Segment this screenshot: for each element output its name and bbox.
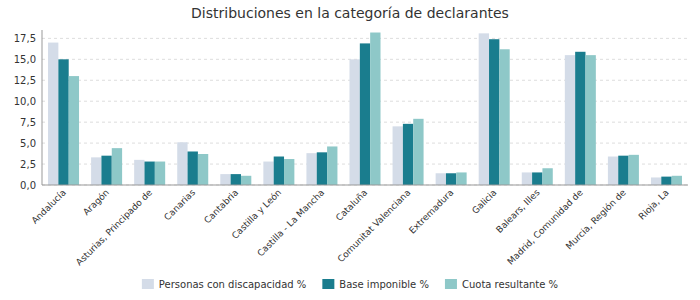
x-tick-label: Castilla - La Mancha	[255, 187, 326, 258]
x-tick-label: Andalucía	[30, 187, 68, 225]
legend-item: Cuota resultante %	[445, 279, 558, 290]
y-tick-label: 2,5	[20, 159, 36, 170]
bar	[499, 49, 509, 185]
bar	[134, 160, 144, 185]
legend-item: Personas con discapacidad %	[142, 279, 306, 290]
bar	[575, 52, 585, 185]
bar	[393, 126, 403, 185]
y-tick-label: 12,5	[14, 75, 36, 86]
x-tick-label: Cantabria	[202, 187, 240, 225]
bar	[101, 156, 111, 185]
bar	[177, 142, 187, 185]
y-axis-line	[42, 30, 43, 185]
x-tick-label: Cataluña	[334, 187, 370, 223]
bar	[413, 119, 423, 185]
bar	[661, 177, 671, 185]
bar	[274, 157, 284, 185]
legend-label: Base imponible %	[339, 279, 429, 290]
x-axis: AndalucíaAragónAsturias, Principado deCa…	[30, 185, 688, 268]
y-tick-label: 17,5	[14, 33, 36, 44]
bar	[586, 55, 596, 185]
bar	[542, 168, 552, 185]
bar	[565, 55, 575, 185]
grid-line	[42, 185, 688, 186]
bar	[263, 162, 273, 185]
x-axis-line	[42, 185, 688, 186]
bar	[155, 162, 165, 185]
bar	[69, 76, 79, 185]
bar	[608, 157, 618, 185]
bar	[327, 146, 337, 185]
legend-swatch	[142, 279, 154, 289]
bar	[349, 59, 359, 185]
bar	[651, 177, 661, 185]
bar	[220, 174, 230, 185]
bar	[188, 151, 198, 185]
legend-label: Cuota resultante %	[462, 279, 558, 290]
bar	[479, 33, 489, 185]
y-axis: 0,0 2,5 5,0 7,5 10,0 12,5 15,0 17,5	[14, 30, 688, 191]
y-tick-label: 7,5	[20, 117, 36, 128]
bar	[436, 173, 446, 185]
bar	[58, 59, 68, 185]
bar	[522, 172, 532, 185]
bar	[360, 43, 370, 185]
y-tick-label: 0,0	[20, 180, 36, 191]
bar	[144, 162, 154, 185]
bar	[91, 157, 101, 185]
legend-swatch	[322, 279, 334, 289]
chart: Distribuciones en la categoría de declar…	[0, 0, 700, 300]
bar	[489, 39, 499, 185]
bar	[672, 176, 682, 185]
x-tick-label: Madrid, Comunidad de	[505, 187, 585, 267]
x-tick-label: Comunitat Valenciana	[336, 187, 413, 264]
bar	[198, 154, 208, 185]
bar	[231, 174, 241, 185]
x-tick-label: Balears, Illes	[494, 187, 542, 235]
bar	[306, 153, 316, 185]
y-tick-label: 10,0	[14, 96, 36, 107]
x-tick-label: Rioja, La	[637, 187, 671, 221]
bar	[403, 124, 413, 185]
bar	[446, 173, 456, 185]
bar	[317, 152, 327, 185]
y-tick-label: 15,0	[14, 54, 36, 65]
legend-swatch	[445, 279, 457, 289]
y-tick-label: 5,0	[20, 138, 36, 149]
x-tick-label: Aragón	[81, 187, 111, 217]
x-tick-label: Extremadura	[407, 187, 455, 235]
bar	[456, 172, 466, 185]
grid-line	[42, 38, 688, 39]
x-tick-label: Murcia, Región de	[564, 187, 628, 251]
bar	[618, 156, 628, 185]
bar	[370, 33, 380, 185]
legend-label: Personas con discapacidad %	[159, 279, 306, 290]
x-tick-label: Asturias, Principado de	[74, 187, 155, 268]
bar	[241, 176, 251, 185]
x-tick-label: Canarias	[162, 187, 197, 222]
bar	[112, 148, 122, 185]
bar	[629, 155, 639, 185]
x-tick-label: Galicia	[470, 187, 499, 216]
legend: Personas con discapacidad % Base imponibl…	[142, 279, 558, 290]
bars	[48, 33, 682, 185]
title: Distribuciones en la categoría de declar…	[191, 5, 509, 21]
bar	[532, 172, 542, 185]
bar	[48, 43, 58, 185]
legend-item: Base imponible %	[322, 279, 429, 290]
bar	[284, 159, 294, 185]
